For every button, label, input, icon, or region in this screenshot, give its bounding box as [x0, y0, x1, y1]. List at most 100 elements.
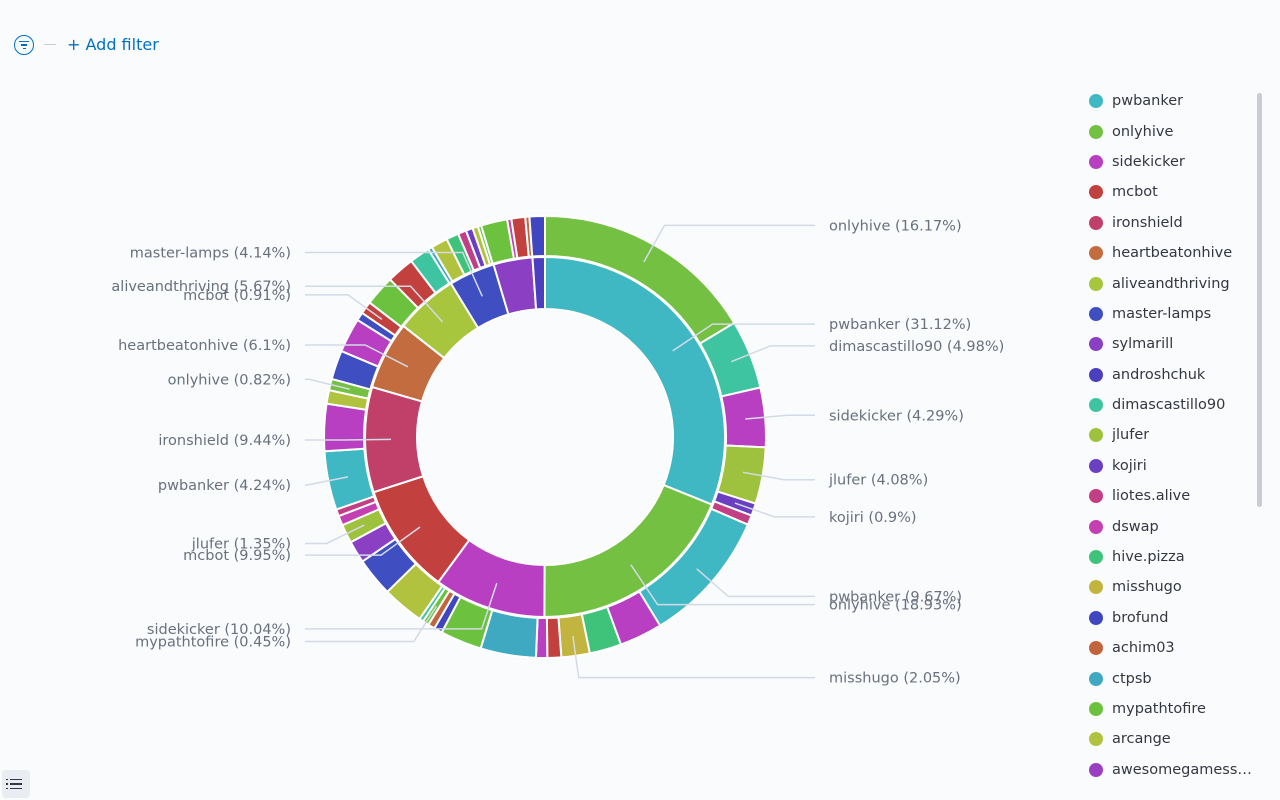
- legend-label: onlyhive: [1112, 123, 1174, 140]
- legend-scrollbar[interactable]: [1257, 93, 1262, 507]
- legend-item[interactable]: pwbanker: [1080, 86, 1260, 116]
- legend-item[interactable]: awesomegamesstudio: [1080, 755, 1260, 785]
- callout-label: jlufer (1.35%): [191, 536, 291, 552]
- legend-label: sidekicker: [1112, 153, 1185, 170]
- legend-color-dot: [1089, 367, 1103, 382]
- callout-label: kojiri (0.9%): [829, 510, 917, 526]
- callout-label: jlufer (4.08%): [828, 473, 928, 489]
- inner-slice-pwbanker[interactable]: [544, 255, 726, 506]
- legend-label: awesomegamesstudio: [1112, 761, 1252, 778]
- outer-slice-sidekicker[interactable]: [323, 402, 368, 453]
- legend-item[interactable]: aliveandthriving: [1080, 268, 1260, 298]
- legend-color-dot: [1089, 306, 1103, 321]
- callout-line: [572, 635, 815, 679]
- legend-label: mypathtofire: [1112, 701, 1206, 717]
- legend-color-dot: [1089, 641, 1103, 656]
- legend-label: misshugo: [1112, 579, 1182, 596]
- callout-line: [630, 564, 815, 606]
- legend-label: ironshield: [1112, 214, 1183, 231]
- legend-label: aliveandthriving: [1112, 275, 1230, 292]
- callout-line: [305, 251, 483, 297]
- callout-label: pwbanker (9.67%): [829, 589, 962, 605]
- filter-separator: [44, 44, 56, 45]
- callout-line: [643, 224, 815, 263]
- legend-label: androshchuk: [1112, 366, 1206, 383]
- legend-label: dimascastillo90: [1112, 397, 1226, 414]
- callout-line: [734, 502, 815, 518]
- legend-item[interactable]: brofund: [1080, 603, 1260, 633]
- callout-label: ironshield (9.44%): [158, 433, 291, 449]
- legend-label: jlufer: [1112, 427, 1150, 444]
- callout-line: [745, 414, 815, 420]
- legend-item[interactable]: master-lamps: [1080, 299, 1260, 329]
- callout-label: onlyhive (16.17%): [829, 218, 962, 234]
- outer-slice-brofund[interactable]: [528, 214, 546, 258]
- legend-color-dot: [1089, 398, 1103, 413]
- legend-item[interactable]: heartbeatonhive: [1080, 238, 1260, 268]
- legend-label: achim03: [1112, 640, 1175, 657]
- legend-item[interactable]: sylmarill: [1080, 329, 1260, 359]
- legend-color-dot: [1089, 215, 1103, 230]
- legend-color-dot: [1089, 94, 1103, 109]
- legend-item[interactable]: hive.pizza: [1080, 542, 1260, 572]
- legend-item[interactable]: sidekicker: [1080, 147, 1260, 177]
- legend-color-dot: [1089, 428, 1103, 443]
- legend-item[interactable]: jlufer: [1080, 420, 1260, 450]
- legend: pwbanker onlyhive sidekicker mcbot ironshiel…: [1080, 86, 1260, 786]
- legend-item[interactable]: mcbot: [1080, 177, 1260, 207]
- legend-label: mcbot: [1112, 184, 1158, 201]
- legend-item[interactable]: mypathtofire: [1080, 694, 1260, 724]
- legend-label: pwbanker: [1112, 93, 1184, 110]
- callout-line: [731, 345, 815, 363]
- legend-item[interactable]: misshugo: [1080, 572, 1260, 602]
- legend-toggle-button[interactable]: [2, 770, 30, 798]
- legend-item[interactable]: dswap: [1080, 511, 1260, 541]
- callout-line: [305, 285, 444, 323]
- callout-line: [305, 378, 350, 390]
- legend-item[interactable]: arcange: [1080, 724, 1260, 754]
- callout-line: [305, 438, 392, 441]
- legend-item[interactable]: ironshield: [1080, 208, 1260, 238]
- legend-label: ctpsb: [1112, 670, 1152, 687]
- callout-label: sidekicker (4.29%): [829, 408, 964, 424]
- legend-item[interactable]: ctpsb: [1080, 663, 1260, 693]
- legend-color-dot: [1089, 732, 1103, 747]
- legend-item[interactable]: liotes.alive: [1080, 481, 1260, 511]
- callout-label: pwbanker (4.24%): [158, 478, 291, 494]
- legend-color-dot: [1089, 337, 1103, 352]
- legend-item[interactable]: dimascastillo90: [1080, 390, 1260, 420]
- legend-item[interactable]: androshchuk: [1080, 360, 1260, 390]
- legend-color-dot: [1089, 550, 1103, 565]
- callout-line: [672, 323, 815, 352]
- legend-color-dot: [1089, 458, 1103, 473]
- legend-color-dot: [1089, 610, 1103, 625]
- legend-label: master-lamps: [1112, 305, 1212, 322]
- legend-label: brofund: [1112, 609, 1169, 626]
- callout-label: pwbanker (31.12%): [829, 317, 971, 333]
- add-filter-button[interactable]: + Add filter: [67, 35, 159, 54]
- legend-item[interactable]: achim03: [1080, 633, 1260, 663]
- callout-label: heartbeatonhive (6.1%): [118, 338, 291, 354]
- callout-label: dimascastillo90 (4.98%): [829, 339, 1004, 355]
- filter-icon[interactable]: [14, 35, 34, 55]
- callout-line: [305, 476, 349, 486]
- legend-item[interactable]: kojiri: [1080, 451, 1260, 481]
- callout-line: [305, 524, 365, 545]
- callout-line: [305, 344, 409, 368]
- legend-item[interactable]: onlyhive: [1080, 116, 1260, 146]
- donut-chart: onlyhive (16.17%) pwbanker (31.12%) dimasc…: [111, 214, 1004, 687]
- inner-slice-androshchuk[interactable]: [531, 255, 546, 311]
- legend-color-dot: [1089, 124, 1103, 139]
- legend-label: dswap: [1112, 518, 1159, 535]
- callout-line: [305, 294, 383, 321]
- legend-color-dot: [1089, 671, 1103, 686]
- legend-label: kojiri: [1112, 457, 1147, 474]
- legend-label: arcange: [1112, 731, 1171, 748]
- legend-color-dot: [1089, 185, 1103, 200]
- callout-label: onlyhive (0.82%): [168, 372, 291, 388]
- legend-color-dot: [1089, 580, 1103, 595]
- callout-line: [305, 583, 498, 630]
- outer-slice-mcbot[interactable]: [545, 616, 563, 659]
- legend-label: sylmarill: [1112, 336, 1174, 353]
- callout-line: [696, 568, 815, 598]
